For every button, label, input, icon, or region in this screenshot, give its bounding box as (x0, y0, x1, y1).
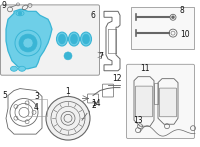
Ellipse shape (18, 66, 26, 71)
Circle shape (18, 11, 22, 15)
Text: 8: 8 (180, 6, 185, 15)
Text: 11: 11 (140, 64, 150, 73)
Ellipse shape (83, 34, 90, 44)
Ellipse shape (80, 32, 92, 46)
Text: 3: 3 (35, 92, 39, 101)
Ellipse shape (10, 66, 18, 71)
Circle shape (15, 30, 41, 56)
Circle shape (46, 96, 90, 140)
Circle shape (23, 38, 33, 48)
Text: 13: 13 (133, 116, 143, 125)
Text: 7: 7 (99, 52, 103, 61)
Text: 10: 10 (180, 30, 190, 39)
Ellipse shape (58, 34, 66, 44)
Text: 6: 6 (91, 11, 95, 20)
Text: 4: 4 (34, 103, 38, 112)
Ellipse shape (70, 34, 78, 44)
Text: 12: 12 (112, 74, 122, 83)
FancyBboxPatch shape (130, 7, 194, 49)
Text: 14: 14 (91, 99, 101, 108)
FancyBboxPatch shape (160, 88, 177, 117)
Circle shape (172, 16, 174, 19)
Circle shape (64, 52, 72, 60)
Ellipse shape (68, 32, 80, 46)
Polygon shape (6, 9, 52, 69)
Ellipse shape (57, 32, 68, 46)
FancyBboxPatch shape (127, 64, 194, 139)
Text: 9: 9 (1, 1, 6, 10)
Ellipse shape (16, 11, 24, 16)
FancyBboxPatch shape (136, 86, 153, 117)
Text: 1: 1 (66, 87, 70, 96)
FancyBboxPatch shape (0, 5, 100, 75)
Text: 5: 5 (2, 91, 7, 100)
Text: 2: 2 (91, 101, 96, 110)
Circle shape (19, 34, 37, 52)
